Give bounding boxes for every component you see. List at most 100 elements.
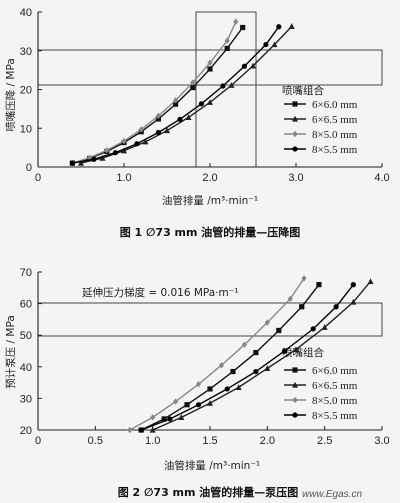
watermark-logo: www.Egas.cn xyxy=(302,489,362,500)
chart-2-data-point xyxy=(207,399,213,406)
chart-1-series-line xyxy=(72,21,237,164)
chart-2-data-point xyxy=(253,349,259,356)
chart-2-data-point xyxy=(150,414,156,421)
chart-1-data-point xyxy=(155,112,161,120)
chart-2-data-point xyxy=(276,327,282,334)
chart-1-data-point xyxy=(138,126,144,133)
chart-2-data-point xyxy=(367,278,374,285)
chart-2-legend-label: 6×6.5 mm xyxy=(312,380,358,392)
chart-2-highlight-box-1 xyxy=(37,302,383,337)
chart-2-data-point xyxy=(161,416,167,422)
chart-2-data-point xyxy=(184,402,190,408)
chart-1-data-point xyxy=(224,45,230,52)
chart-1-legend-marker xyxy=(292,115,298,122)
chart-2-data-point xyxy=(149,426,156,433)
chart-1-data-point xyxy=(164,127,170,134)
chart-2-x-tick-label: 0 xyxy=(35,435,41,447)
chart-2-data-point xyxy=(299,304,305,310)
chart-2-data-point xyxy=(316,282,322,288)
chart-1-data-point xyxy=(250,62,256,69)
chart-1-legend-label: 8×5.0 mm xyxy=(312,129,358,141)
chart-1-data-point xyxy=(104,147,110,154)
chart-2-y-tick-label: 20 xyxy=(20,425,32,437)
chart-2-data-point xyxy=(350,282,356,288)
chart-2-y-tick-label: 40 xyxy=(20,362,32,374)
chart-1-data-point xyxy=(185,114,192,120)
chart-2-data-point xyxy=(321,324,328,330)
chart-2-caption: 图 2 ∅73 mm 油管的排量—泵压图 xyxy=(118,485,299,499)
chart-1-data-point xyxy=(271,41,278,48)
chart-1-series-line xyxy=(72,26,280,164)
chart-1-data-point xyxy=(121,137,127,145)
chart-1-y-tick-label: 20 xyxy=(20,85,32,97)
chart-1-legend-label: 8×5.5 mm xyxy=(312,144,358,156)
chart-2-x-tick-label: 2.5 xyxy=(317,435,332,447)
chart-2-legend-title: 喷嘴组合 xyxy=(282,346,324,359)
chart-1-data-point xyxy=(190,84,196,91)
chart-2-series-line xyxy=(129,277,305,431)
chart-1-data-point xyxy=(155,129,161,136)
chart-2-data-point xyxy=(224,386,230,392)
chart-1-data-point xyxy=(112,150,118,156)
chart-2-legend-marker xyxy=(292,396,298,404)
chart-2-x-tick-label: 1.0 xyxy=(145,435,160,447)
chart-2-x-tick-label: 3.0 xyxy=(374,435,389,447)
chart-1-xlabel: 油管排量 /m³·min⁻¹ xyxy=(162,194,258,207)
chart-2-legend-label: 8×5.5 mm xyxy=(312,410,358,422)
chart-1-x-tick-label: 1.0 xyxy=(116,172,131,184)
chart-2-data-point xyxy=(173,398,179,405)
chart-1-x-tick-label: 0 xyxy=(35,172,41,184)
chart-1-legend-label: 6×6.5 mm xyxy=(312,114,358,126)
chart-2-data-point xyxy=(138,427,144,433)
chart-1-series-line xyxy=(72,27,244,164)
chart-1-data-point xyxy=(173,97,179,104)
chart-2-data-point xyxy=(253,368,259,375)
chart-2-x-tick-label: 1.5 xyxy=(202,435,217,447)
chart-2-data-point xyxy=(293,346,299,353)
chart-2-data-point xyxy=(310,326,316,332)
chart-2-legend-label: 8×5.0 mm xyxy=(312,395,358,407)
chart-2-legend-marker xyxy=(292,381,298,388)
chart-1-data-point xyxy=(173,101,179,107)
chart-1-data-point xyxy=(198,101,204,107)
chart-2-data-point xyxy=(241,341,247,348)
chart-1-data-point xyxy=(224,37,230,44)
chart-2-data-point xyxy=(350,298,357,305)
chart-1-data-point xyxy=(207,99,213,105)
chart-2-y-tick-label: 30 xyxy=(20,393,32,405)
chart-2-ylabel: 预计泵压 / MPa xyxy=(4,315,17,389)
chart-1-legend-marker xyxy=(292,146,298,152)
chart-1-data-point xyxy=(233,18,239,25)
chart-1-data-point xyxy=(121,147,127,154)
chart-2-data-point xyxy=(178,414,185,420)
chart-2-x-tick-label: 0.5 xyxy=(88,435,103,447)
chart-2-data-point xyxy=(264,365,271,371)
chart-2-data-point xyxy=(195,380,202,388)
chart-1-legend-marker xyxy=(292,130,298,138)
chart-1-y-tick-label: 0 xyxy=(26,162,32,174)
chart-1-y-tick-label: 40 xyxy=(20,7,32,19)
chart-2-legend-label: 6×6.0 mm xyxy=(312,365,358,377)
chart-2-data-point xyxy=(218,362,225,369)
chart-2-data-point xyxy=(301,275,307,282)
chart-1-data-point xyxy=(288,23,295,29)
chart-2-data-point xyxy=(207,386,213,392)
chart-2-legend-marker xyxy=(292,367,298,373)
chart-1-x-tick-label: 4.0 xyxy=(374,172,389,184)
chart-2-y-tick-label: 60 xyxy=(20,299,32,311)
chart-1-data-point xyxy=(99,154,106,161)
chart-1-x-tick-label: 3.0 xyxy=(288,172,303,184)
chart-1-ylabel: 喷嘴压降 / MPa xyxy=(4,58,17,132)
chart-2-annotation: 延伸压力梯度 = 0.016 MPa·m⁻¹ xyxy=(82,286,239,299)
chart-1-legend-title: 喷嘴组合 xyxy=(282,84,324,97)
chart-2-data-point xyxy=(264,319,270,326)
chart-2-data-point xyxy=(281,348,288,354)
chart-1-data-point xyxy=(263,41,269,48)
chart-1-data-point xyxy=(190,79,196,86)
chart-1-data-point xyxy=(276,24,282,30)
chart-2-data-point xyxy=(333,304,339,310)
chart-1-data-point xyxy=(134,141,140,147)
chart-1-legend-label: 6×6.0 mm xyxy=(312,99,358,111)
chart-2-data-point xyxy=(235,384,242,390)
chart-1-data-point xyxy=(78,159,84,166)
